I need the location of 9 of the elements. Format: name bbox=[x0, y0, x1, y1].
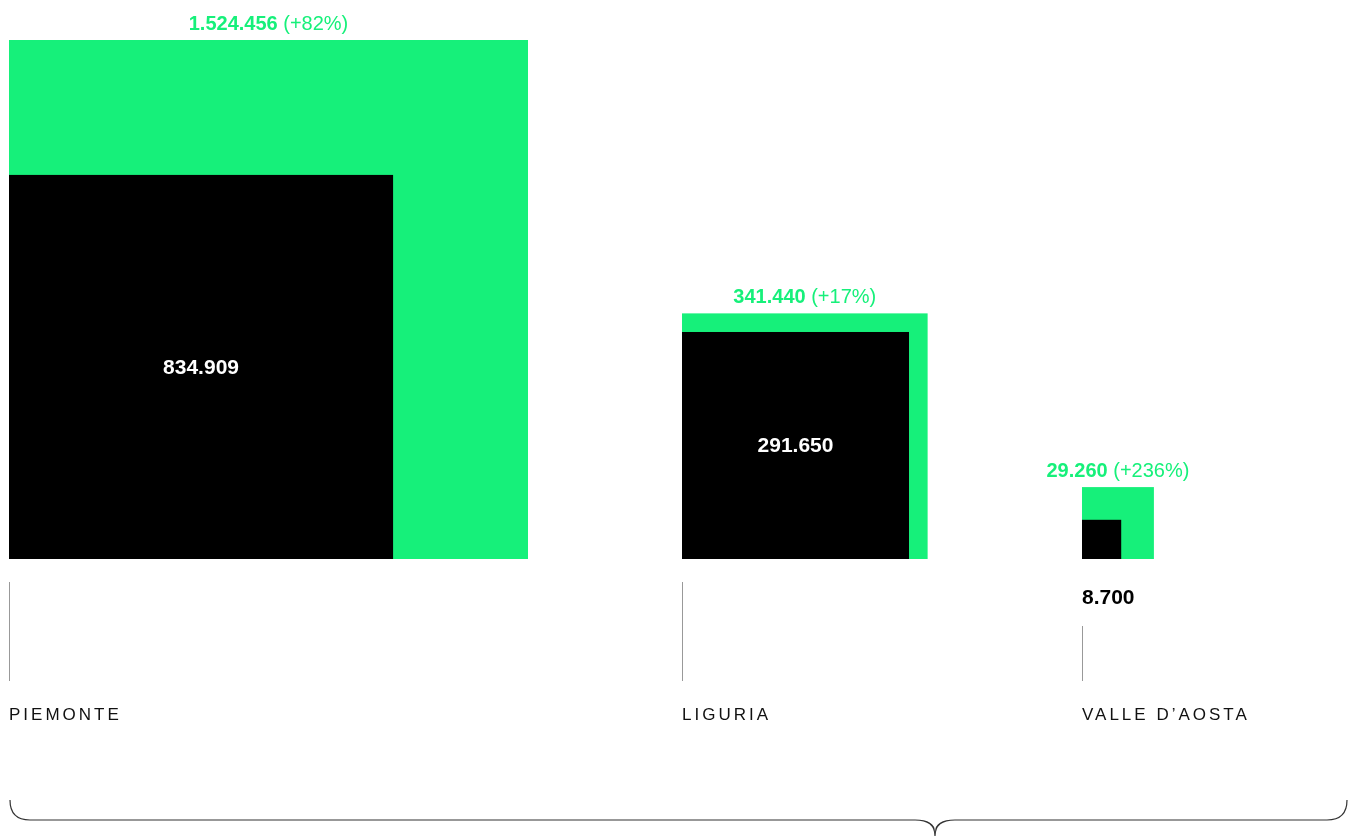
category-label: PIEMONTE bbox=[9, 705, 122, 724]
data-label: 341.440 (+17%) bbox=[733, 285, 877, 308]
data-label: 291.650 bbox=[757, 433, 834, 457]
data-label: 1.524.456 (+82%) bbox=[188, 12, 349, 34]
data-label: 29.260 (+236%) bbox=[1046, 459, 1190, 482]
data-label: 834.909 bbox=[163, 354, 239, 378]
data-label: 8.700 bbox=[1082, 585, 1135, 608]
category-label: VALLE D’AOSTA bbox=[1082, 705, 1250, 724]
category-label: LIGURIA bbox=[682, 705, 772, 724]
